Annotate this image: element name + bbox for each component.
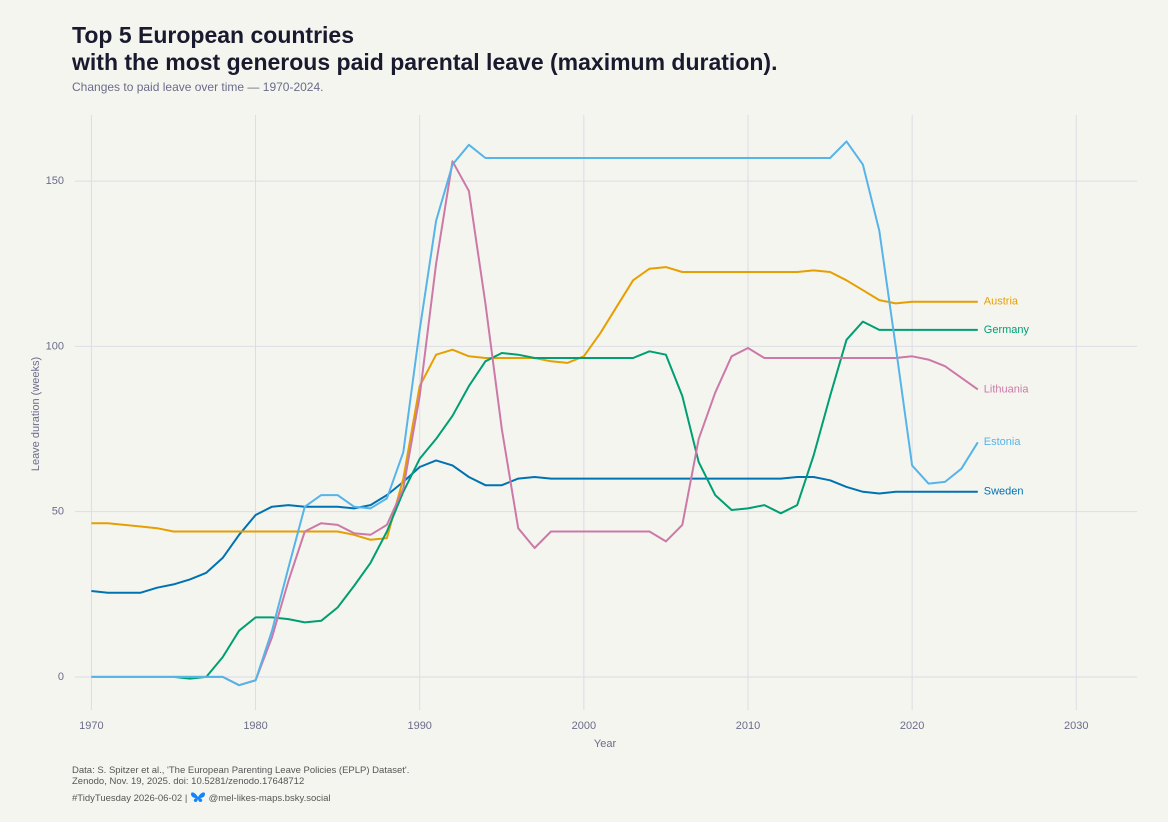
x-tick-label: 2000 [572, 720, 596, 732]
series-label: Estonia [984, 436, 1022, 448]
series-line [91, 266, 978, 541]
y-tick-label: 150 [46, 175, 64, 187]
series-label: Lithuania [984, 383, 1030, 395]
series-label: Austria [984, 296, 1019, 308]
x-tick-label: 2030 [1064, 720, 1088, 732]
caption-line: #TidyTuesday 2026-06-02 | @mel-likes-map… [72, 791, 409, 804]
series-line [91, 459, 978, 594]
chart-subtitle: Changes to paid leave over time — 1970-2… [72, 80, 324, 94]
y-tick-label: 0 [58, 671, 64, 683]
series-label: Sweden [984, 486, 1024, 498]
series-line [91, 160, 979, 687]
x-tick-label: 1970 [79, 720, 103, 732]
caption-text: #TidyTuesday 2026-06-02 | [72, 793, 188, 804]
caption: Data: S. Spitzer et al., 'The European P… [72, 765, 409, 804]
caption-line: Data: S. Spitzer et al., 'The European P… [72, 765, 410, 776]
x-axis-label: Year [594, 738, 617, 750]
caption-line: Zenodo, Nov. 19, 2025. doi: 10.5281/zeno… [72, 776, 305, 787]
series-label: Germany [984, 324, 1030, 336]
y-axis-label: Leave duration (weeks) [30, 357, 42, 471]
y-tick-label: 100 [46, 340, 64, 352]
x-tick-label: 2010 [736, 720, 760, 732]
y-tick-label: 50 [52, 506, 64, 518]
x-tick-label: 1980 [243, 720, 267, 732]
x-tick-label: 1990 [407, 720, 431, 732]
series-line [173, 320, 978, 680]
butterfly-icon [190, 792, 205, 802]
x-tick-label: 2020 [900, 720, 924, 732]
chart-title: Top 5 European countries with the most g… [72, 22, 778, 75]
caption-text: @mel-likes-maps.bsky.social [208, 793, 331, 804]
series-line [91, 140, 979, 687]
